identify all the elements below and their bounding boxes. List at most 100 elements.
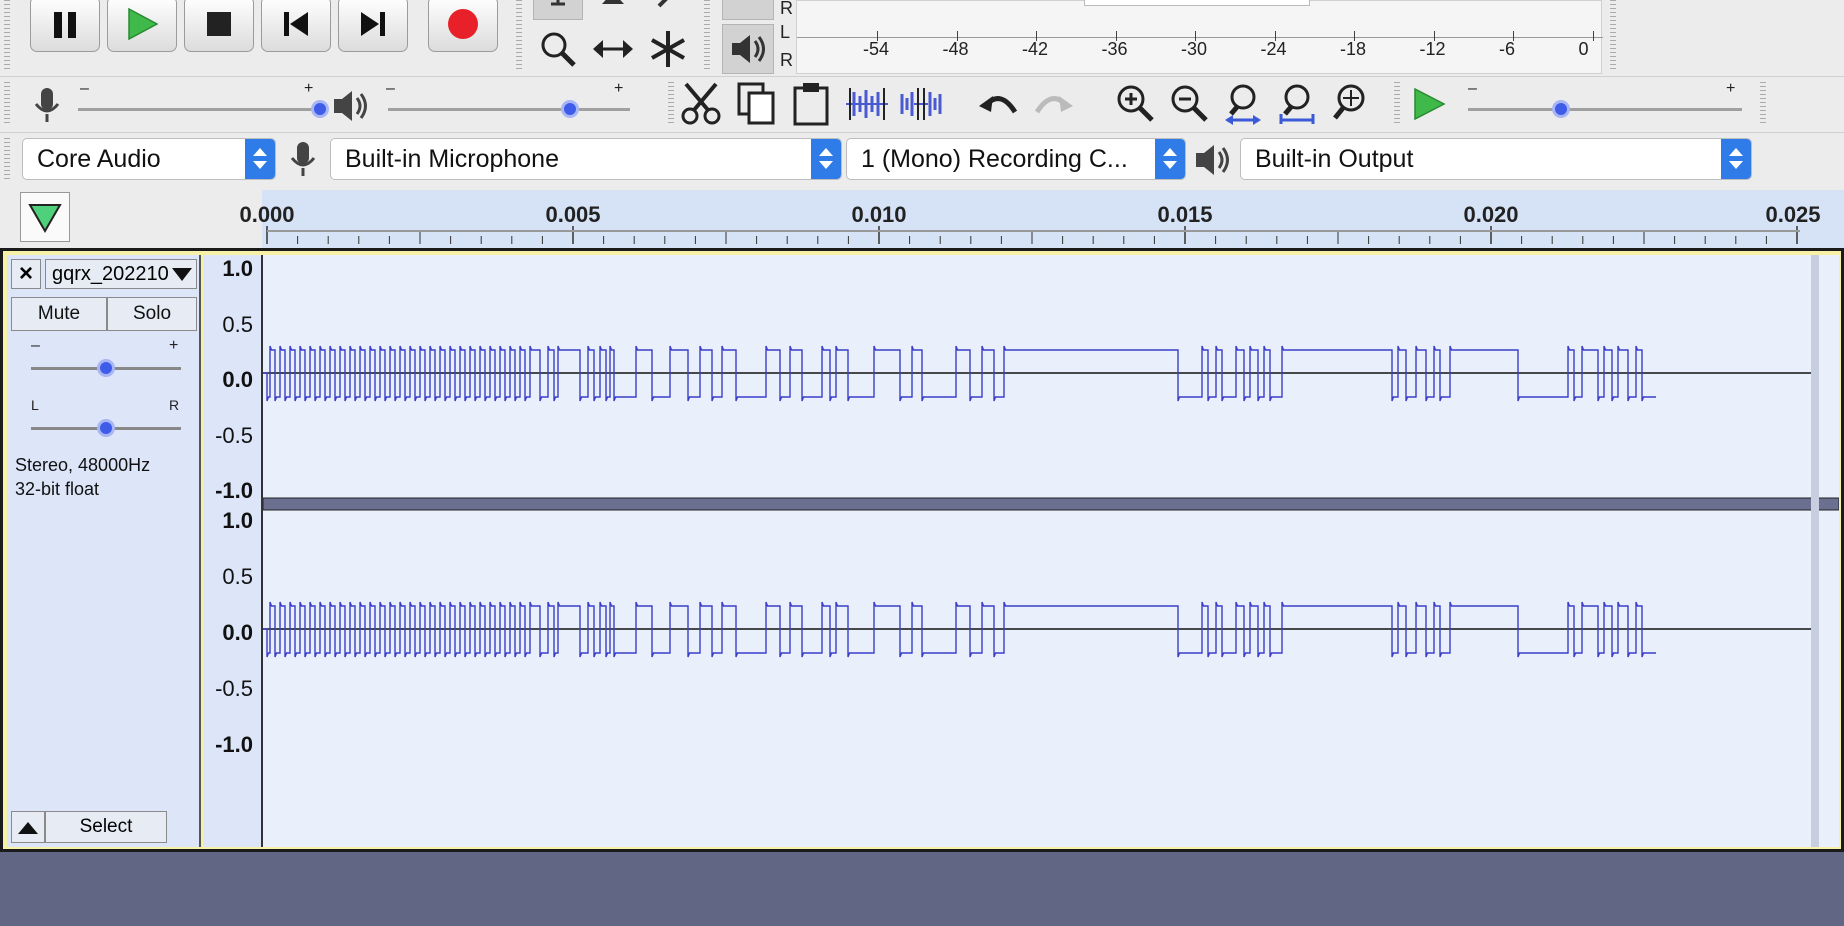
fit-project-icon bbox=[1279, 84, 1315, 124]
toolbar-grip[interactable] bbox=[1760, 82, 1766, 126]
timeline-label: 0.000 bbox=[239, 202, 295, 227]
timeline-selection-region[interactable] bbox=[262, 190, 1844, 248]
triangle-down-icon bbox=[28, 204, 62, 234]
playback-meter-button[interactable] bbox=[722, 24, 774, 74]
track-name: gqrx_202210 bbox=[52, 263, 169, 285]
play-icon bbox=[1414, 87, 1446, 121]
pause-button[interactable] bbox=[30, 0, 100, 52]
slider-thumb[interactable] bbox=[97, 359, 115, 377]
redo-button[interactable] bbox=[1028, 78, 1078, 130]
toolbar-grip[interactable] bbox=[704, 0, 710, 70]
fit-project-button[interactable] bbox=[1272, 78, 1322, 130]
mute-button[interactable]: Mute bbox=[11, 297, 107, 331]
toolbar-grip[interactable] bbox=[4, 138, 10, 182]
speaker-icon bbox=[1196, 145, 1229, 175]
playback-meter[interactable]: -54 -48 -42 -36 -30 -24 -18 -12 -6 0 bbox=[796, 0, 1603, 74]
meter-tick-label: -12 bbox=[1419, 39, 1446, 59]
gain-slider[interactable] bbox=[31, 355, 181, 385]
pan-right-label: R bbox=[169, 397, 180, 413]
cut-button[interactable] bbox=[676, 78, 726, 130]
zoom-out-button[interactable] bbox=[1164, 78, 1214, 130]
zoom-toggle-icon bbox=[1333, 84, 1365, 120]
toolbar-area: R L R -54 -48 -42 -36 -30 -24 -18 -12 -6 0 – + – … bbox=[0, 0, 1844, 190]
silence-button[interactable] bbox=[896, 78, 946, 130]
amplitude-tick-label: 0.5 bbox=[222, 311, 253, 337]
audio-host-select[interactable]: Core Audio bbox=[22, 138, 276, 180]
trim-button[interactable] bbox=[842, 78, 892, 130]
trim-audio-icon bbox=[846, 88, 888, 120]
draw-tool-button[interactable] bbox=[643, 0, 693, 20]
slider-thumb[interactable] bbox=[560, 100, 579, 118]
selection-tool-button[interactable] bbox=[533, 0, 583, 20]
toolbar-grip[interactable] bbox=[4, 82, 10, 126]
track-menu-button[interactable]: gqrx_202210 bbox=[45, 259, 197, 289]
skip-to-start-icon bbox=[284, 12, 308, 36]
envelope-tool-button[interactable] bbox=[588, 0, 638, 20]
recording-channels-select[interactable]: 1 (Mono) Recording C... bbox=[846, 138, 1186, 180]
meter-tick-label: -36 bbox=[1101, 39, 1128, 59]
paste-button[interactable] bbox=[786, 78, 836, 130]
play-button[interactable] bbox=[107, 0, 177, 52]
slider-thumb[interactable] bbox=[311, 100, 329, 118]
amplitude-tick-label: 1.0 bbox=[222, 508, 253, 533]
toolbar-grip[interactable] bbox=[1610, 0, 1616, 70]
multi-tool-button[interactable] bbox=[643, 24, 693, 74]
collapse-track-button[interactable] bbox=[11, 811, 45, 843]
i-beam-icon bbox=[551, 0, 565, 6]
pan-slider[interactable] bbox=[31, 415, 181, 445]
solo-button[interactable]: Solo bbox=[107, 297, 197, 331]
meter-tick-label: -42 bbox=[1022, 39, 1049, 59]
meter-tick-label: -24 bbox=[1260, 39, 1287, 59]
waveform-display[interactable] bbox=[262, 255, 1840, 847]
chevron-up-down-icon bbox=[245, 139, 275, 179]
toolbar-grip[interactable] bbox=[668, 82, 674, 126]
playback-device-select[interactable]: Built-in Output bbox=[1240, 138, 1752, 180]
silence-audio-icon bbox=[900, 88, 942, 120]
zoom-toggle-button[interactable] bbox=[1326, 78, 1376, 130]
toolbar-grip[interactable] bbox=[1394, 82, 1400, 126]
close-track-button[interactable]: × bbox=[11, 259, 41, 289]
skip-to-end-button[interactable] bbox=[338, 0, 408, 52]
toolbar-grip[interactable] bbox=[516, 0, 522, 70]
meter-tick bbox=[1433, 31, 1435, 41]
chevron-down-icon bbox=[172, 268, 192, 281]
waveform-area[interactable] bbox=[262, 255, 1840, 847]
recording-device-select[interactable]: Built-in Microphone bbox=[330, 138, 842, 180]
undo-button[interactable] bbox=[974, 78, 1024, 130]
pause-icon bbox=[54, 12, 76, 38]
waveform-right-channel bbox=[263, 601, 1656, 658]
meter-tick bbox=[1592, 31, 1594, 41]
meter-tick-label: -18 bbox=[1340, 39, 1367, 59]
playback-speed-slider[interactable] bbox=[1468, 96, 1742, 126]
fit-selection-button[interactable] bbox=[1218, 78, 1268, 130]
toolbar-grip[interactable] bbox=[4, 0, 10, 70]
track-control-panel[interactable]: × gqrx_202210 Mute Solo – + L R Stereo, … bbox=[7, 255, 201, 847]
input-volume-slider[interactable] bbox=[78, 96, 329, 126]
slider-thumb[interactable] bbox=[97, 419, 115, 437]
copy-button[interactable] bbox=[732, 78, 782, 130]
timeline-ruler[interactable]: 0.000 0.005 0.010 0.015 0.020 0.025 bbox=[0, 190, 1844, 248]
zoom-tool-button[interactable] bbox=[533, 24, 583, 74]
output-volume-slider[interactable] bbox=[388, 96, 630, 126]
zoom-in-button[interactable] bbox=[1110, 78, 1160, 130]
slider-thumb[interactable] bbox=[1552, 100, 1571, 118]
audio-track[interactable]: × gqrx_202210 Mute Solo – + L R Stereo, … bbox=[0, 248, 1844, 852]
amplitude-ruler[interactable]: 1.0 0.5 0.0 -0.5 -1.0 1.0 0.5 0.0 -0.5 -1.0 bbox=[203, 255, 263, 847]
timeline-label: 0.010 bbox=[851, 202, 907, 227]
channel-divider[interactable] bbox=[262, 497, 1840, 511]
stop-button[interactable] bbox=[184, 0, 254, 52]
skip-to-start-button[interactable] bbox=[261, 0, 331, 52]
recording-channels-value: 1 (Mono) Recording C... bbox=[861, 145, 1128, 173]
record-meter-button[interactable] bbox=[722, 0, 774, 20]
timeline-options-button[interactable] bbox=[20, 192, 70, 242]
track-format-rate: Stereo, 48000Hz bbox=[15, 455, 151, 475]
meter-tick-label: -30 bbox=[1181, 39, 1208, 59]
time-shift-tool-button[interactable] bbox=[588, 24, 638, 74]
slider-track bbox=[388, 108, 630, 111]
record-button[interactable] bbox=[428, 0, 498, 52]
play-at-speed-button[interactable] bbox=[1404, 78, 1454, 130]
toolbar-separator bbox=[0, 132, 1844, 133]
select-track-button[interactable]: Select bbox=[45, 811, 167, 843]
meter-tick bbox=[1354, 31, 1355, 41]
magnifier-icon bbox=[541, 32, 576, 67]
